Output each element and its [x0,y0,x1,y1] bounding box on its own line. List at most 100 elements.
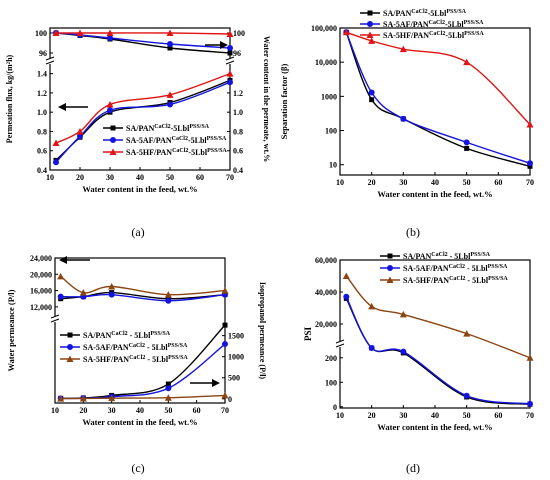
d-point-1-0 [343,293,350,300]
c-y-tick-label-0: 12,000 [30,303,52,312]
c-iso-point-0-4 [222,322,228,328]
d-x-axis-label: Water content in the feed, wt.% [377,422,492,432]
a-arrow-left-head [58,103,66,111]
a-axis-break-1-left [45,56,55,61]
c-legend-marker-0 [67,332,73,338]
d-legend-text-1: SA-5AF/PANCaCl2 - 5LblPSS/SA [403,264,508,273]
d-point-2-4 [526,354,534,361]
panel-label-b: (b) [406,225,420,239]
d-line-1 [345,296,531,405]
a-water-point-0-4 [227,50,233,56]
c-iso-point-1-3 [165,385,172,392]
d-x-tick-label-1: 20 [368,411,376,420]
c-y2-axis-label: Isopropanol permeance (P/l) [258,282,267,380]
a-water-point-1-4 [227,45,233,51]
c-legend-marker-1 [67,344,73,350]
a-flux-point-2-3 [166,91,174,98]
b-point-2-3 [463,58,471,66]
c-legend-text-0: SA/PANCaCl2 - 5LblPSS/SA [83,331,171,340]
b-y-tick-label-0: 10 [329,161,337,170]
c-water-point-2-4 [221,287,229,294]
a-legend-text-2: SA-5HF/PANCaCl2-5LblPSS/SA [126,148,227,157]
a-y-tick-label-1: 0.6 [37,147,47,156]
b-x-tick-label-0: 10 [336,178,344,187]
c-water-point-2-1 [79,289,87,296]
a-axis-break-1-right [225,56,235,61]
b-legend-marker-2 [366,31,374,38]
chart-b: 10 20 30 40 50 60 70 Water content in the feed,… [279,9,534,199]
b-x-tick-label-1: 20 [368,178,376,187]
c-iso-point-2-4 [221,391,229,399]
b-plot-frame [339,27,531,176]
c-axis-break-1-left [50,314,60,319]
d-legend-text-2: SA-5HF/PANCaCl2 - 5LblPSS/SA [403,276,508,285]
a-x-tick-label-4: 50 [166,173,174,182]
b-x-tick-label-5: 60 [494,178,502,187]
a-x-tick-label-5: 60 [196,173,204,182]
d-y-bottom-tick-label-2: 200 [325,354,337,363]
c-x-axis-label: Water content in the feed, wt.% [82,417,197,427]
panel-label-d: (d) [406,461,420,475]
a-flux-point-1-4 [227,79,233,86]
b-y-tick-label-1: 100 [325,127,337,136]
a-water-point-2-1 [76,29,84,36]
a-axis-break-gap-left [46,58,54,64]
d-y-tick-label-2: 60,000 [315,256,337,265]
d-point-2-0 [342,272,350,279]
c-x-tick-label-2: 30 [108,406,116,415]
a-y-tick-label-5: 1.4 [37,70,47,79]
a-y-tick-label-0: 0.4 [37,166,47,175]
c-iso-point-0-3 [165,381,171,387]
d-x-tick-label-2: 30 [399,411,407,420]
c-iso-point-2-3 [164,394,172,401]
d-y-axis-label: PSI [303,327,313,342]
c-y-axis-label: Water permeance (P/l) [6,289,16,371]
d-x-tick-label-5: 60 [494,411,502,420]
panel-label-c: (c) [131,461,145,475]
c-water-point-1-3 [165,297,172,304]
c-water-point-2-0 [57,272,65,280]
chart-d: 10 20 30 40 50 60 70 Water content in the feed,… [303,252,534,432]
a-flux-point-1-3 [167,101,173,108]
c-x-tick-label-3: 40 [136,406,144,415]
b-point-1-2 [400,115,407,122]
a-y2-tick-label-2: 0.8 [233,127,243,136]
d-x-tick-label-3: 40 [431,411,439,420]
c-water-point-1-0 [57,293,64,300]
b-legend-text-0: SA/PANCaCl2-5LblPSS/SA [383,9,467,18]
c-water-point-2-2 [108,283,116,290]
c-arrow-left-head [59,256,67,264]
a-axis-break-2-right [225,60,235,65]
c-x-tick-label-4: 50 [164,406,172,415]
a-flux-point-2-1 [76,127,84,135]
c-y-tick-label-2: 20,000 [30,270,52,279]
b-y-tick-label-3: 10,000 [315,58,337,67]
a-y2-axis-label: Water content in the permeate, wt.% [262,36,271,162]
a-flux-point-1-2 [107,107,113,114]
a-water-point-1-3 [167,41,173,47]
c-iso-point-2-2 [108,394,116,402]
b-y-axis-label: Separation factor (β) [279,64,289,140]
b-point-2-1 [368,37,376,44]
d-axis-break-2-left [335,343,345,348]
a-y-axis-label: Permeation flux, kg/(m²h) [5,54,14,143]
a-y-top-tick-label-1: 100 [35,29,47,38]
a-legend-marker-1 [110,137,116,143]
b-point-2-4 [526,121,534,128]
a-water-point-2-2 [106,29,114,36]
c-water-point-1-2 [108,291,115,298]
d-x-tick-label-4: 50 [463,411,471,420]
b-point-0-3 [464,145,470,151]
b-x-tick-label-6: 70 [526,178,534,187]
d-y-tick-label-1: 40,000 [315,288,337,297]
chart-a: 10 20 30 40 50 60 70 Water content in the feed,… [5,27,271,194]
b-line-2 [346,31,531,126]
a-flux-point-2-0 [52,139,60,147]
b-legend-text-1: SA-5AF/PANCaCl2-5LblPSS/SA [383,20,484,29]
a-axis-break-2-left [45,60,55,65]
c-y2-tick-label-0: 0 [228,395,232,404]
b-point-2-0 [342,28,350,36]
c-arrow-right-head [212,379,220,387]
a-x-tick-label-1: 20 [76,173,84,182]
